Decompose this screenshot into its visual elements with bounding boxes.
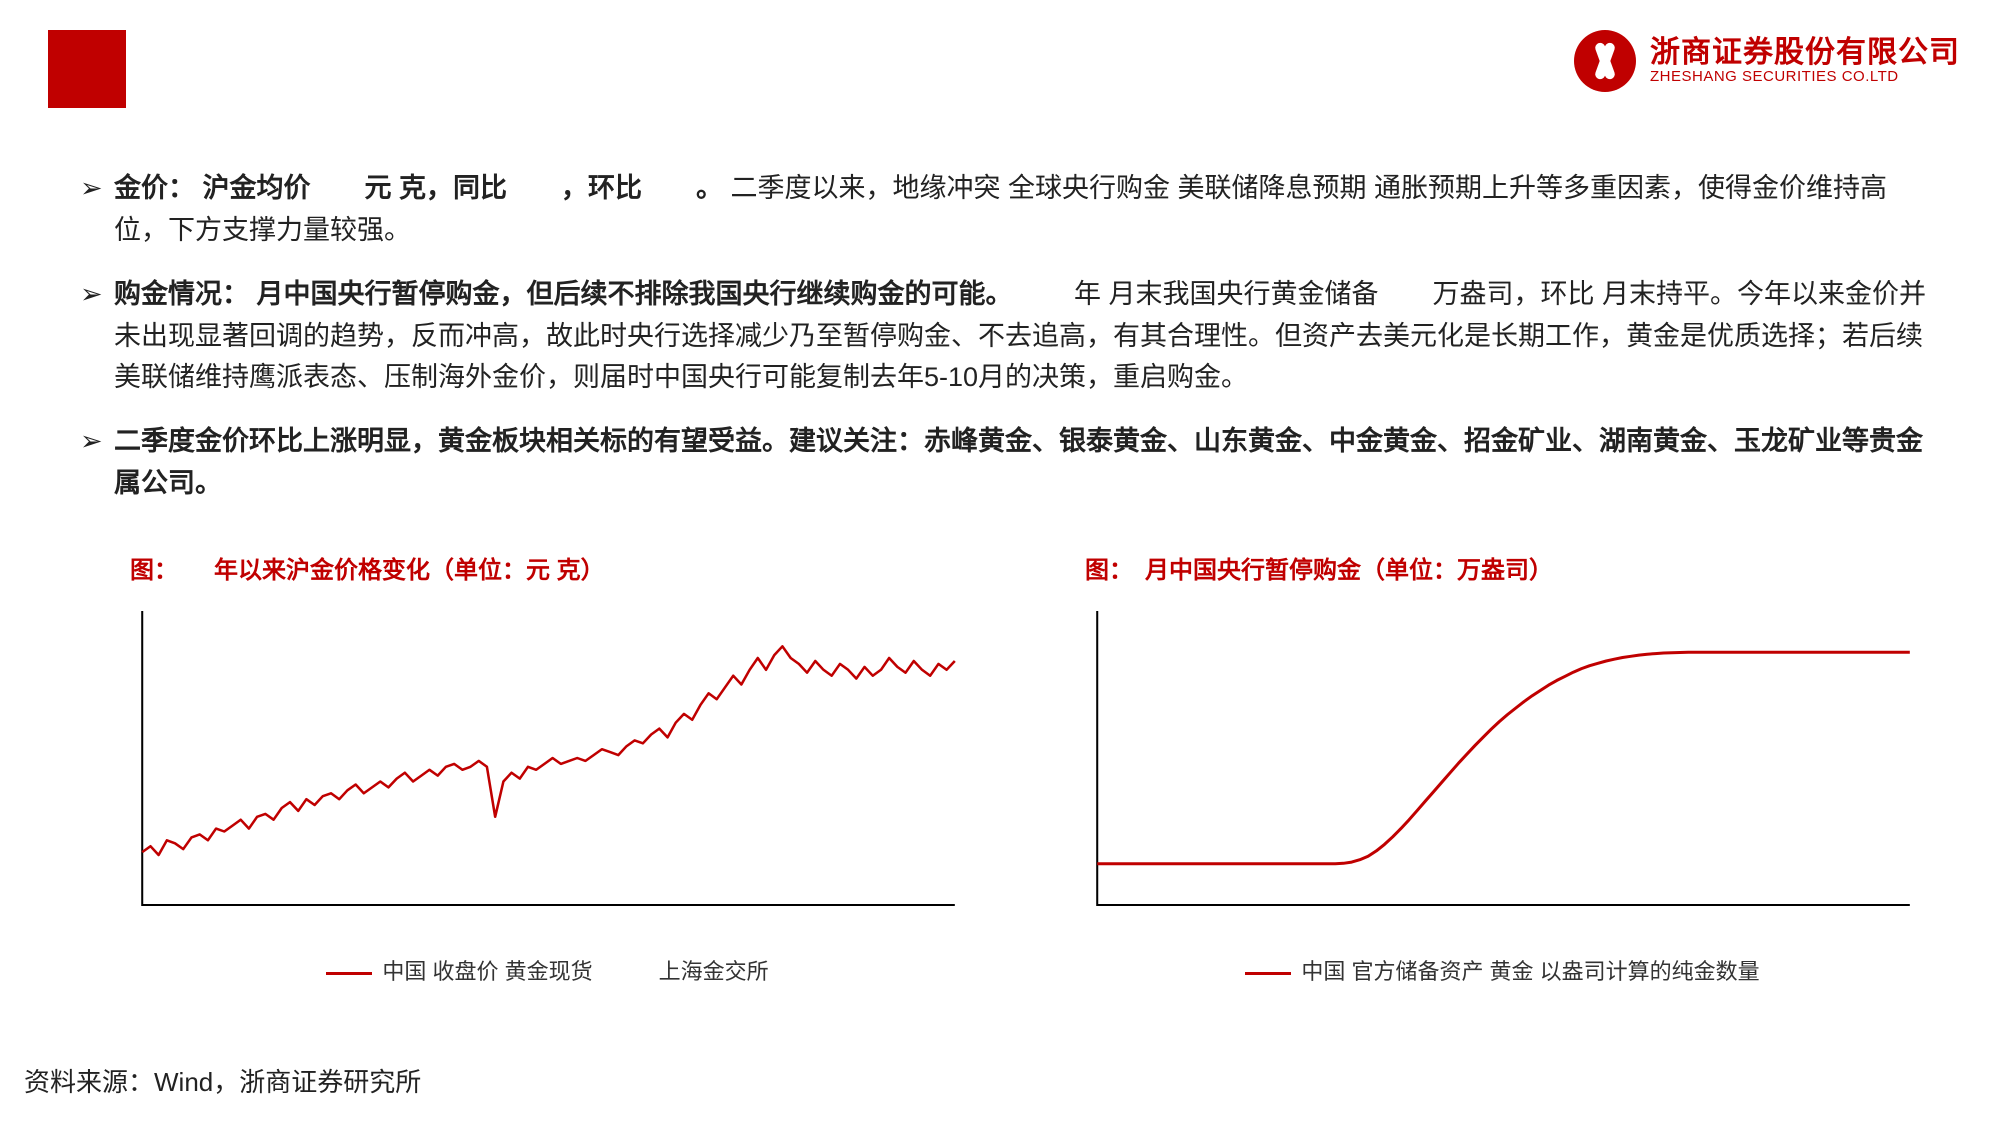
bullet-marker-icon: ➢: [80, 274, 114, 400]
chart-right-block: 图： 月中国央行暂停购金（单位：万盎司） 中国 官方储备资产 黄金 以盎司计算的…: [1085, 550, 1920, 986]
company-name-en: ZHESHANG SECURITIES CO.LTD: [1650, 69, 1960, 86]
bullet-list: ➢ 金价： 沪金均价 元 克，同比 ，环比 。 二季度以来，地缘冲突 全球央行购…: [80, 168, 1940, 527]
bullet-marker-icon: ➢: [80, 421, 114, 505]
bullet-text: 金价： 沪金均价 元 克，同比 ，环比 。 二季度以来，地缘冲突 全球央行购金 …: [114, 168, 1940, 252]
bullet-text: 二季度金价环比上涨明显，黄金板块相关标的有望受益。建议关注：赤峰黄金、银泰黄金、…: [114, 421, 1940, 505]
chart-right-title: 图： 月中国央行暂停购金（单位：万盎司）: [1085, 550, 1920, 585]
company-logo-icon: [1574, 30, 1636, 92]
charts-row: 图： 年以来沪金价格变化（单位：元 克） 中国 收盘价 黄金现货 上海金交所 图…: [130, 550, 1920, 986]
bullet-bold: 月中国央行暂停购金，但后续不排除我国央行继续购金的可能。: [257, 279, 1013, 309]
bullet-bold: 沪金均价 元 克，同比 ，环比 。: [203, 173, 724, 203]
chart-right-svg: [1085, 603, 1920, 923]
source-text: 资料来源：Wind，浙商证券研究所: [24, 1062, 421, 1099]
company-logo-block: 浙商证券股份有限公司 ZHESHANG SECURITIES CO.LTD: [1574, 30, 1960, 92]
bullet-item: ➢ 金价： 沪金均价 元 克，同比 ，环比 。 二季度以来，地缘冲突 全球央行购…: [80, 168, 1940, 252]
chart-left-block: 图： 年以来沪金价格变化（单位：元 克） 中国 收盘价 黄金现货 上海金交所: [130, 550, 965, 986]
header-accent-square: [48, 30, 126, 108]
legend-swatch-icon: [326, 972, 372, 975]
chart-right-legend: 中国 官方储备资产 黄金 以盎司计算的纯金数量: [1085, 954, 1920, 986]
chart-left-legend: 中国 收盘价 黄金现货 上海金交所: [130, 954, 965, 986]
legend-text: 中国 官方储备资产 黄金 以盎司计算的纯金数量: [1301, 959, 1759, 984]
legend-text: 中国 收盘价 黄金现货 上海金交所: [382, 959, 768, 984]
bullet-marker-icon: ➢: [80, 168, 114, 252]
bullet-lead: 金价：: [114, 173, 195, 203]
bullet-item: ➢ 购金情况： 月中国央行暂停购金，但后续不排除我国央行继续购金的可能。 年 月…: [80, 274, 1940, 400]
bullet-item: ➢ 二季度金价环比上涨明显，黄金板块相关标的有望受益。建议关注：赤峰黄金、银泰黄…: [80, 421, 1940, 505]
chart-left-svg: [130, 603, 965, 923]
chart-left-title: 图： 年以来沪金价格变化（单位：元 克）: [130, 550, 965, 585]
bullet-lead: 购金情况：: [114, 279, 249, 309]
company-name-cn: 浙商证券股份有限公司: [1650, 36, 1960, 69]
legend-swatch-icon: [1245, 972, 1291, 975]
bullet-text: 购金情况： 月中国央行暂停购金，但后续不排除我国央行继续购金的可能。 年 月末我…: [114, 274, 1940, 400]
